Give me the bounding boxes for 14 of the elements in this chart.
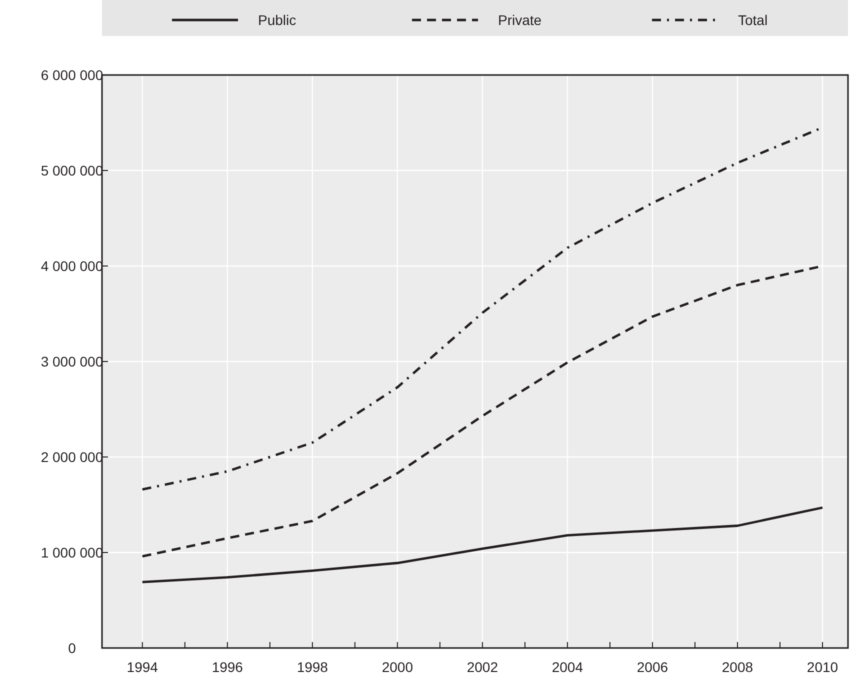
x-tick-label: 2004 [552, 659, 584, 675]
x-tick-label: 2008 [722, 659, 754, 675]
x-tick-label: 1994 [126, 659, 158, 675]
x-tick-label: 1996 [212, 659, 244, 675]
x-tick-label: 2010 [806, 659, 838, 675]
line-series [141, 506, 824, 584]
x-tick-label: 2002 [466, 659, 498, 675]
legend-label: Total [738, 12, 768, 28]
legend-label: Private [498, 12, 542, 28]
x-tick-label: 2006 [636, 659, 668, 675]
x-tick-label: 2000 [382, 659, 414, 675]
x-tick-label: 1998 [296, 659, 328, 675]
legend-label: Public [258, 12, 296, 28]
y-tick-label: 0 [68, 640, 76, 656]
